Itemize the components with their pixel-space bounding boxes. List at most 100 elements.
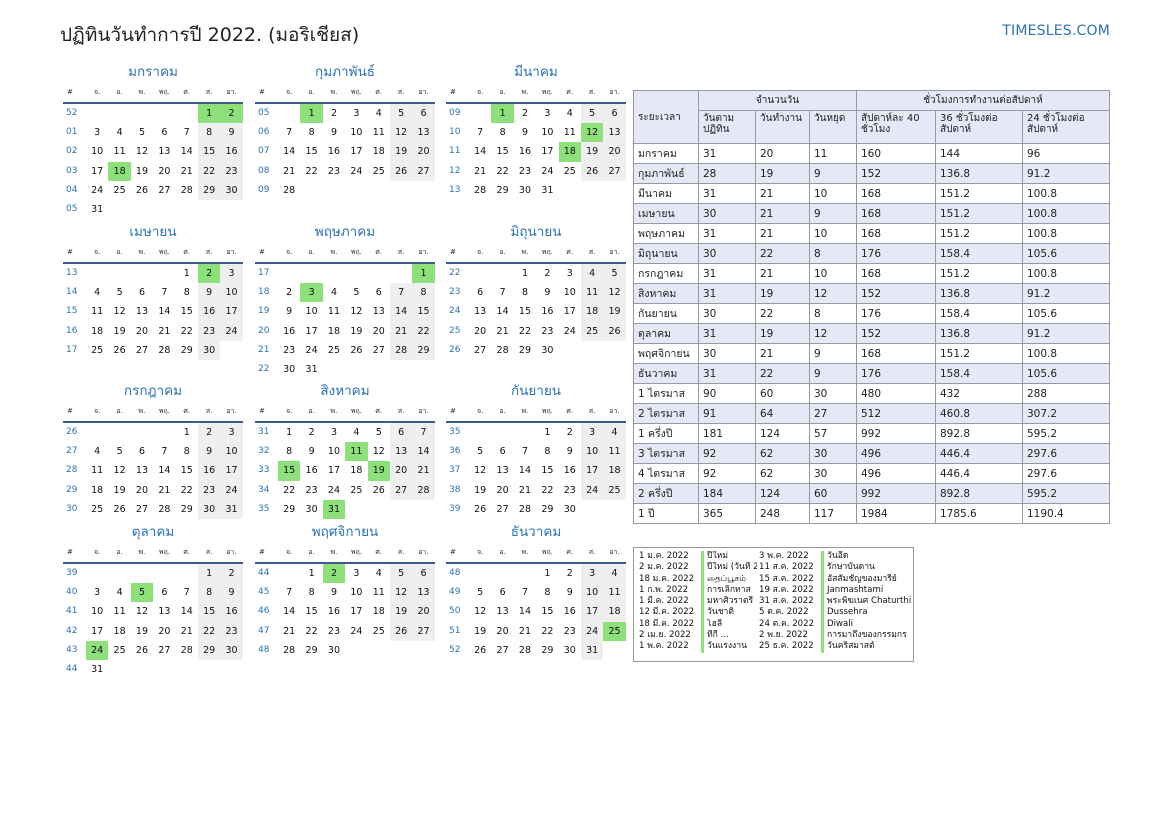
day-cell: 15 (180, 306, 193, 318)
week-number: 40 (66, 587, 78, 598)
holiday-item: 25 ธ.ค. 2022 วันคริสมาสต์ (759, 641, 917, 653)
week-number-header: # (446, 544, 469, 564)
stats-value: 160 (856, 143, 936, 164)
day-cell: 20 (412, 142, 435, 162)
day-cell: 1 (544, 568, 551, 579)
day-cell: 13 (474, 306, 487, 318)
holiday-date: 1 พ.ค. 2022 (639, 641, 689, 652)
day-cell: 7 (477, 127, 484, 139)
weekday-header: พ. (322, 244, 346, 264)
weekday-header: จ. (469, 244, 492, 264)
day-cell: 9 (197, 283, 221, 303)
day-cell: 15 (197, 142, 221, 162)
day-cell: 4 (603, 564, 626, 584)
holiday-name: Diwali (821, 618, 917, 631)
day-cell: 25 (350, 484, 363, 496)
stats-value: 124 (755, 483, 810, 504)
day-cell: 18 (91, 484, 104, 496)
day-cell: 7 (161, 287, 168, 299)
day-cell: 23 (220, 621, 243, 641)
day-cell: 26 (135, 184, 149, 196)
empty-day-cell (603, 500, 625, 519)
holiday-date: 25 ธ.ค. 2022 (759, 641, 814, 652)
day-cell: 27 (158, 184, 171, 196)
day-cell: 25 (113, 644, 126, 656)
day-cell: 10 (327, 446, 341, 458)
day-cell: 14 (518, 465, 532, 477)
day-cell: 25 (603, 621, 626, 641)
week-number: 44 (258, 568, 270, 578)
stats-value: 168 (856, 223, 936, 244)
day-cell: 13 (603, 123, 626, 143)
day-cell: 17 (220, 461, 243, 481)
day-cell: 18 (603, 602, 626, 622)
day-cell: 30 (283, 363, 296, 375)
day-cell: 1 (183, 427, 190, 438)
day-cell: 14 (158, 465, 171, 477)
week-number: 39 (449, 503, 461, 514)
holiday-date: 18 ม.ค. 2022 (639, 573, 695, 584)
weekday-header: อา. (412, 84, 435, 104)
day-cell: 12 (389, 123, 413, 143)
weekday-header: ศ. (558, 244, 581, 264)
week-number-header: # (63, 84, 86, 104)
empty-day-cell (368, 360, 390, 379)
month-calendar: มกราคม # จ. อ. พ. พฤ. ศ. ส. อา. 52 1 2 01 3 4 5 6 7 8 9 02 10… (63, 62, 243, 219)
day-cell: 12 (603, 283, 626, 303)
week-number-header: # (63, 244, 86, 264)
day-cell: 26 (603, 321, 626, 341)
day-cell: 11 (113, 606, 126, 618)
day-cell: 4 (375, 568, 382, 579)
week-number: 37 (449, 465, 461, 476)
day-cell: 29 (541, 503, 554, 515)
day-cell: 26 (135, 644, 149, 656)
day-cell: 24 (350, 625, 363, 637)
week-number: 19 (258, 306, 270, 317)
holiday-date: 19 ส.ค. 2022 (759, 584, 814, 595)
day-cell: 25 (113, 184, 126, 196)
stats-value: 512 (856, 403, 936, 424)
day-cell: 7 (183, 127, 190, 139)
empty-day-cell (278, 264, 300, 283)
month-calendar: กันยายน # จ. อ. พ. พฤ. ศ. ส. อา. 35 1 2 3 4 36 5 6 7 8 9 10 1… (446, 381, 626, 519)
day-cell: 9 (544, 287, 551, 299)
week-number: 27 (66, 446, 78, 457)
holiday-name: Dussehra (821, 607, 917, 619)
day-cell: 21 (518, 484, 532, 496)
empty-day-cell (581, 341, 603, 360)
week-number: 17 (258, 268, 270, 278)
stats-value: 168 (856, 263, 936, 284)
stats-period: มีนาคม (633, 183, 699, 204)
weekday-header: อ. (491, 544, 514, 564)
day-cell: 5 (116, 446, 123, 458)
day-cell: 13 (496, 606, 509, 618)
month-name: ตุลาคม (131, 524, 175, 540)
weekday-header: จ. (278, 244, 301, 264)
stats-period: พฤษภาคม (633, 223, 699, 244)
empty-day-cell (131, 104, 153, 123)
week-number: 14 (66, 287, 78, 298)
stats-period: 4 ไตรมาส (633, 463, 699, 484)
day-cell: 7 (183, 587, 190, 599)
day-cell: 28 (283, 644, 296, 656)
day-cell: 8 (183, 446, 190, 458)
day-cell: 21 (180, 625, 193, 637)
day-cell: 6 (161, 127, 168, 139)
empty-day-cell (131, 264, 153, 283)
site-link[interactable]: TIMESLES.COM (1002, 23, 1110, 39)
stats-value: 446.4 (935, 463, 1023, 484)
month-grid: # จ. อ. พ. พฤ. ศ. ส. อา. 09 1 2 3 4 5 6 10 7 8 9 10 11 12 13 11… (446, 84, 626, 200)
month-calendar: พฤศจิกายน # จ. อ. พ. พฤ. ศ. ส. อา. 44 1 2 3 4 5 6 45 7 8 9 1… (255, 522, 435, 660)
day-cell: 17 (327, 465, 341, 477)
day-cell: 16 (305, 465, 318, 477)
day-cell: 11 (327, 306, 341, 318)
stats-value: 151.2 (935, 263, 1023, 284)
day-cell: 11 (91, 465, 104, 477)
day-cell: 3 (353, 568, 360, 579)
day-cell: 20 (135, 484, 149, 496)
day-cell: 16 (220, 142, 243, 162)
holiday-name: ปีใหม่ (วันที่ 2) (701, 562, 757, 574)
day-cell: 8 (197, 123, 221, 143)
stats-value: 105.6 (1022, 363, 1110, 384)
day-cell: 3 (566, 268, 573, 279)
